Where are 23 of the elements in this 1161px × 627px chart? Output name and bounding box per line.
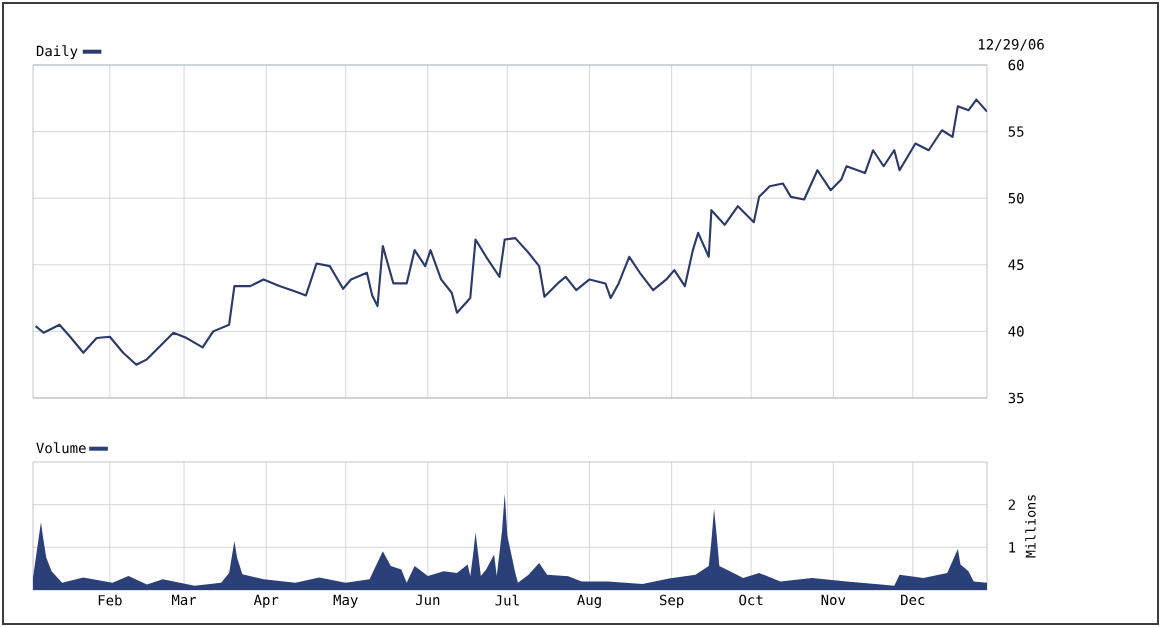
y-tick-label: 2 (1008, 499, 1015, 510)
x-tick-label: Nov (821, 594, 846, 606)
y-tick-label: 60 (1008, 59, 1024, 71)
y-tick-label: 50 (1008, 192, 1024, 204)
x-tick-label: Jul (495, 594, 519, 606)
x-tick-label: Sep (659, 594, 684, 608)
x-tick-label: Mar (172, 594, 197, 606)
y-tick-label: 1 (1009, 542, 1016, 553)
text: 12/29/06 (978, 39, 1044, 51)
x-tick-label: Dec (901, 594, 925, 606)
x-tick-label: May (333, 594, 358, 608)
y-tick-label: 35 (1008, 392, 1024, 404)
x-tick-label: Oct (739, 594, 763, 606)
y-tick-label: 55 (1008, 126, 1024, 137)
x-tick-label: Feb (98, 594, 122, 606)
x-tick-label: Aug (577, 594, 601, 608)
legend-label: Volume (36, 442, 86, 454)
legend-label: Daily (36, 45, 78, 59)
y-axis-title: Millions (1025, 495, 1036, 558)
y-tick-label: 45 (1008, 259, 1024, 270)
y-tick-label: 40 (1008, 326, 1024, 337)
x-tick-label: Apr (253, 594, 279, 608)
x-tick-label: Jun (415, 594, 440, 606)
